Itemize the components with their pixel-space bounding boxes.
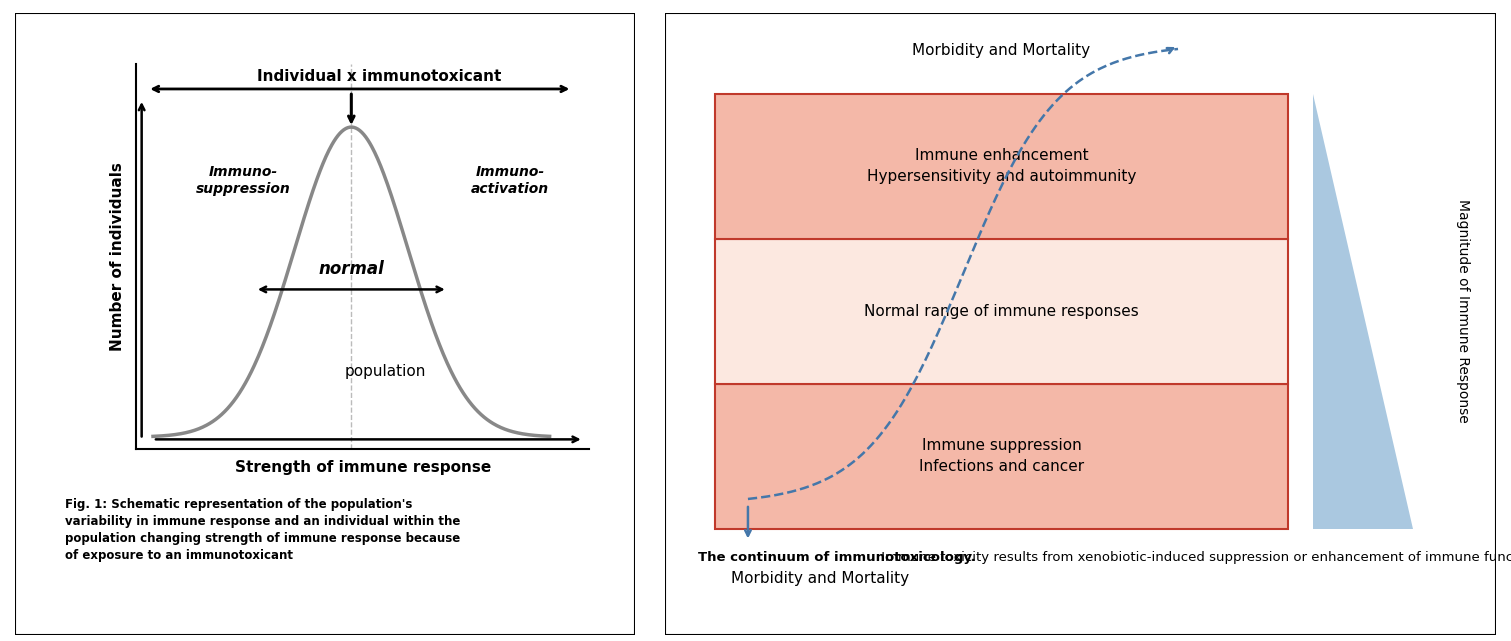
Text: Magnitude of Immune Response: Magnitude of Immune Response (1455, 199, 1470, 423)
Text: Normal range of immune responses: Normal range of immune responses (864, 304, 1139, 319)
Text: The continuum of immunotoxicology.: The continuum of immunotoxicology. (698, 551, 976, 563)
Text: Immune toxicity results from xenobiotic-induced suppression or enhancement of im: Immune toxicity results from xenobiotic-… (876, 551, 1511, 563)
Text: Immune enhancement
Hypersensitivity and autoimmunity: Immune enhancement Hypersensitivity and … (867, 148, 1136, 184)
Text: Immune suppression
Infections and cancer: Immune suppression Infections and cancer (919, 438, 1083, 474)
Bar (715, 238, 1287, 384)
Text: normal: normal (319, 260, 384, 278)
Text: Immuno-
activation: Immuno- activation (471, 165, 548, 196)
Y-axis label: Number of individuals: Number of individuals (110, 162, 125, 351)
Text: Fig. 1: Schematic representation of the population's
variability in immune respo: Fig. 1: Schematic representation of the … (65, 498, 459, 562)
Text: Immuno-
suppression: Immuno- suppression (196, 165, 292, 196)
Text: Morbidity and Mortality: Morbidity and Mortality (731, 571, 910, 586)
Bar (715, 384, 1287, 529)
X-axis label: Strength of immune response: Strength of immune response (234, 460, 491, 475)
Polygon shape (1313, 94, 1413, 529)
Text: population: population (345, 363, 426, 378)
Bar (715, 94, 1287, 238)
Text: Morbidity and Mortality: Morbidity and Mortality (913, 42, 1091, 58)
Text: Individual x immunotoxicant: Individual x immunotoxicant (257, 69, 502, 83)
